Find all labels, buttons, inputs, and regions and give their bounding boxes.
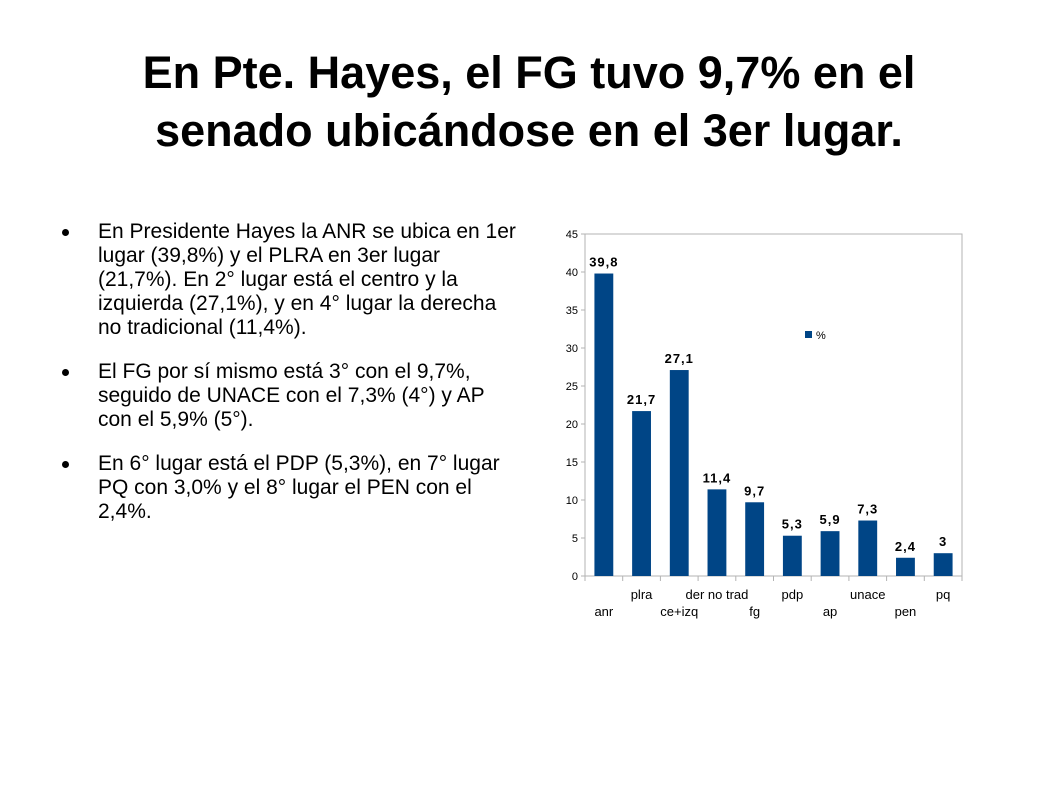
bar — [669, 370, 689, 576]
x-tick-label: unace — [850, 587, 885, 602]
bullet-dot-icon — [62, 229, 69, 236]
bar — [782, 535, 802, 576]
x-tick-label: ce+izq — [660, 604, 698, 619]
bullet-item: En 6° lugar está el PDP (5,3%), en 7° lu… — [62, 452, 517, 524]
data-label: 7,3 — [857, 502, 878, 517]
legend-swatch — [805, 331, 812, 338]
y-tick-label: 30 — [566, 343, 578, 355]
data-label: 9,7 — [744, 483, 765, 498]
data-label: 5,9 — [820, 512, 841, 527]
x-tick-label: ap — [823, 604, 837, 619]
bar-chart: 0 5 10 15 20 25 30 35 40 45 39,8 anr 21,7 plra 27,1 ce+… — [540, 222, 970, 627]
bar — [820, 531, 840, 576]
y-tick-label: 0 — [572, 571, 578, 583]
bullet-item: En Presidente Hayes la ANR se ubica en 1… — [62, 220, 517, 340]
y-tick-label: 10 — [566, 495, 578, 507]
data-label: 21,7 — [627, 392, 656, 407]
y-tick-label: 45 — [566, 229, 578, 241]
slide-title: En Pte. Hayes, el FG tuvo 9,7% en el sen… — [20, 44, 1038, 160]
bullet-text: En 6° lugar está el PDP (5,3%), en 7° lu… — [98, 452, 500, 523]
data-label: 3 — [939, 534, 947, 549]
data-label: 27,1 — [665, 351, 694, 366]
y-tick-label: 5 — [572, 533, 578, 545]
x-tick-label: pq — [936, 587, 950, 602]
bar — [594, 273, 614, 576]
bar — [933, 553, 953, 576]
y-tick-label: 20 — [566, 419, 578, 431]
bullet-dot-icon — [62, 369, 69, 376]
bar-chart-svg: 0 5 10 15 20 25 30 35 40 45 39,8 anr 21,7 plra 27,1 ce+… — [566, 229, 963, 619]
x-tick-label: pen — [895, 604, 917, 619]
bar — [858, 520, 878, 576]
data-label: 11,4 — [703, 470, 732, 485]
bullet-list: En Presidente Hayes la ANR se ubica en 1… — [62, 220, 517, 544]
bullet-item: El FG por sí mismo está 3° con el 9,7%, … — [62, 360, 517, 432]
x-tick-label: anr — [594, 604, 613, 619]
data-label: 39,8 — [589, 255, 618, 270]
bar — [707, 489, 727, 576]
slide-title-line2: senado ubicándose en el 3er lugar. — [155, 105, 903, 156]
bar — [896, 557, 915, 576]
legend-label: % — [816, 330, 826, 342]
y-tick-label: 40 — [566, 267, 578, 279]
slide-title-line1: En Pte. Hayes, el FG tuvo 9,7% en el — [142, 47, 916, 98]
x-tick-label: plra — [631, 587, 653, 602]
y-tick-label: 35 — [566, 305, 578, 317]
bar — [632, 411, 651, 576]
bullet-text: El FG por sí mismo está 3° con el 9,7%, … — [98, 360, 485, 431]
bar — [745, 502, 765, 576]
y-tick-label: 15 — [566, 457, 578, 469]
x-tick-label: pdp — [781, 587, 803, 602]
x-tick-label: der no trad — [686, 587, 749, 602]
y-tick-label: 25 — [566, 381, 578, 393]
data-label: 2,4 — [895, 539, 916, 554]
data-label: 5,3 — [782, 517, 803, 532]
bullet-dot-icon — [62, 461, 69, 468]
bullet-text: En Presidente Hayes la ANR se ubica en 1… — [98, 220, 516, 339]
x-tick-label: fg — [749, 604, 760, 619]
